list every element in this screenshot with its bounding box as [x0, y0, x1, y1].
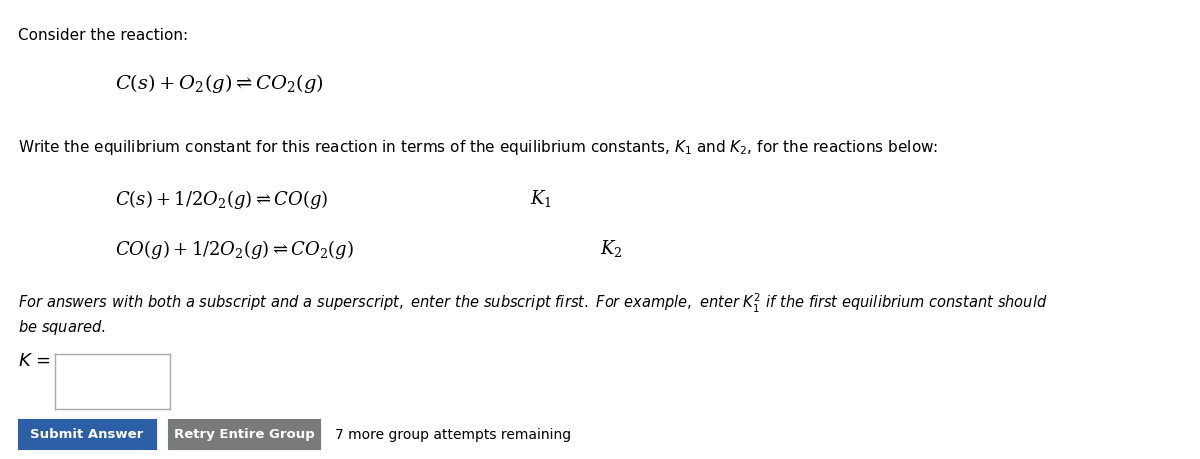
Text: $\mathit{K_2}$: $\mathit{K_2}$ [600, 237, 623, 258]
Text: $\it{For\ answers\ with\ both\ a\ subscript\ and\ a\ superscript,\ enter\ the\ s: $\it{For\ answers\ with\ both\ a\ subscr… [18, 291, 1048, 314]
Text: $\mathit{C(s) + 1/2O_2(g) \rightleftharpoons CO(g)}$: $\mathit{C(s) + 1/2O_2(g) \rightleftharp… [115, 188, 329, 211]
Text: $\mathit{K}$ =: $\mathit{K}$ = [18, 351, 50, 369]
Text: $\mathit{K_1}$: $\mathit{K_1}$ [530, 188, 552, 208]
Text: $\mathit{CO(g) + 1/2O_2(g) \rightleftharpoons CO_2(g)}$: $\mathit{CO(g) + 1/2O_2(g) \rightlefthar… [115, 237, 354, 260]
Text: Submit Answer: Submit Answer [30, 428, 144, 441]
Text: Consider the reaction:: Consider the reaction: [18, 28, 188, 43]
Text: Retry Entire Group: Retry Entire Group [174, 428, 314, 441]
Text: 7 more group attempts remaining: 7 more group attempts remaining [335, 427, 571, 441]
Text: $\it{be\ squared.}$: $\it{be\ squared.}$ [18, 317, 106, 336]
Text: Write the equilibrium constant for this reaction in terms of the equilibrium con: Write the equilibrium constant for this … [18, 138, 938, 157]
Text: $\mathit{C(s) + O_2(g) \rightleftharpoons CO_2(g)}$: $\mathit{C(s) + O_2(g) \rightleftharpoon… [115, 72, 324, 95]
